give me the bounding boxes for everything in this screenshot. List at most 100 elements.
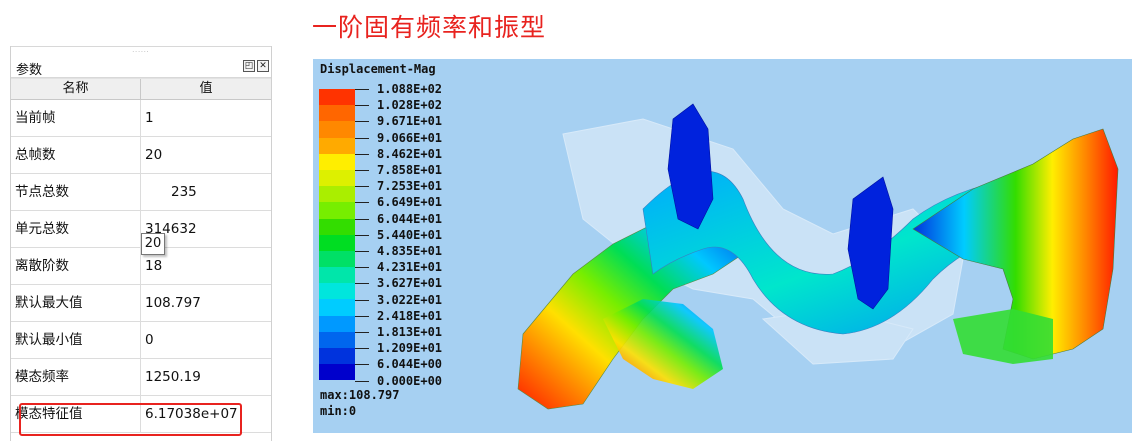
- column-header-name[interactable]: 名称: [11, 79, 141, 99]
- legend-tick: [355, 121, 369, 123]
- table-row[interactable]: 模态特征值 6.17038e+07: [11, 396, 271, 433]
- legend-tick: [355, 364, 369, 366]
- parameter-value[interactable]: 20: [145, 147, 163, 163]
- parameter-name: 单元总数: [11, 211, 141, 247]
- legend-label: 2.418E+01: [377, 308, 443, 323]
- legend-tick: [355, 89, 369, 90]
- legend-label: 4.231E+01: [377, 260, 443, 275]
- legend-tick: [355, 218, 369, 220]
- legend-swatch: [319, 218, 355, 235]
- table-row[interactable]: 总帧数 20: [11, 137, 271, 174]
- parameter-name: 模态频率: [11, 359, 141, 395]
- legend-label: 6.044E+01: [377, 211, 443, 226]
- min-value-text: min:0: [320, 404, 357, 418]
- parameter-value[interactable]: 235: [171, 184, 197, 200]
- parameter-value[interactable]: 1250.19: [145, 369, 201, 385]
- restore-icon[interactable]: ◰: [243, 60, 255, 72]
- parameter-name: 当前帧: [11, 100, 141, 136]
- legend-swatch: [319, 89, 355, 106]
- legend-label: 7.858E+01: [377, 163, 443, 177]
- table-row[interactable]: 节点总数 235: [11, 174, 271, 211]
- legend-swatch: [319, 348, 355, 365]
- legend-label: 3.022E+01: [377, 292, 443, 307]
- legend-label: 7.253E+01: [377, 179, 443, 194]
- legend-swatch: [319, 331, 355, 348]
- legend-swatch: [319, 364, 355, 381]
- parameter-name: 模态特征值: [11, 396, 141, 432]
- legend-swatch: [319, 186, 355, 203]
- parameter-value[interactable]: 108.797: [145, 295, 201, 311]
- legend-tick: [355, 234, 369, 236]
- max-value-text: max:108.797: [320, 388, 400, 402]
- legend-swatch: [319, 202, 355, 219]
- legend-tick: [355, 170, 369, 171]
- legend-label: 9.066E+01: [377, 130, 443, 145]
- panel-title: 参数: [16, 63, 43, 78]
- panel-header: 参数 ◰ ✕: [11, 57, 271, 78]
- deformed-model: [517, 103, 1119, 410]
- parameter-name: 默认最小值: [11, 322, 141, 358]
- result-viewport[interactable]: Displacement-Mag 1.088E+02 1.028E+02 9.671…: [313, 59, 1132, 433]
- table-row[interactable]: 当前帧 1: [11, 100, 271, 137]
- parameter-name: 节点总数: [11, 174, 141, 210]
- legend-swatch: [319, 283, 355, 300]
- legend-swatch: [319, 250, 355, 268]
- value-tooltip: 20: [141, 233, 165, 255]
- parameter-value[interactable]: 1: [145, 110, 154, 126]
- legend-swatch: [319, 299, 355, 316]
- close-icon[interactable]: ✕: [257, 60, 269, 72]
- legend-label: 3.627E+01: [377, 276, 443, 291]
- legend-swatch: [319, 169, 355, 187]
- legend-tick: [355, 251, 369, 252]
- legend-swatch: [319, 153, 355, 170]
- legend-label: 5.440E+01: [377, 227, 443, 242]
- legend-label: 8.462E+01: [377, 146, 443, 161]
- legend-label: 6.649E+01: [377, 195, 443, 210]
- panel-drag-grip[interactable]: ......: [11, 46, 271, 57]
- parameter-table: 当前帧 1 总帧数 20 节点总数 235 单元总数 314632 离散阶数 18 默认最大值 108…: [11, 100, 271, 433]
- legend-swatch: [319, 234, 355, 251]
- color-legend: [319, 89, 355, 381]
- parameter-value[interactable]: 0: [145, 332, 154, 348]
- parameter-name: 离散阶数: [11, 248, 141, 284]
- legend-label: 6.044E+00: [377, 357, 443, 372]
- legend-tick: [355, 283, 369, 285]
- table-row[interactable]: 默认最小值 0: [11, 322, 271, 359]
- legend-label: 9.671E+01: [377, 114, 443, 129]
- parameter-name: 默认最大值: [11, 285, 141, 321]
- column-header-value[interactable]: 值: [199, 81, 213, 96]
- legend-tick: [355, 186, 369, 188]
- legend-label: 1.088E+02: [377, 82, 443, 96]
- legend-tick: [355, 332, 369, 333]
- legend-swatch: [319, 137, 355, 154]
- legend-label: 4.835E+01: [377, 244, 443, 258]
- legend-label: 1.028E+02: [377, 98, 443, 113]
- parameter-name: 总帧数: [11, 137, 141, 173]
- legend-label: 1.209E+01: [377, 341, 443, 356]
- legend-tick: [355, 137, 369, 139]
- legend-tick: [355, 380, 369, 382]
- table-header: 名称 值: [11, 78, 271, 100]
- legend-swatch: [319, 121, 355, 138]
- slide-title: 一阶固有频率和振型: [312, 13, 547, 42]
- legend-tick: [355, 105, 369, 107]
- legend-label: 0.000E+00: [377, 373, 443, 388]
- legend-tick: [355, 267, 369, 269]
- legend-tick: [355, 348, 369, 350]
- legend-swatch: [319, 105, 355, 122]
- legend-swatch: [319, 267, 355, 284]
- legend-tick: [355, 202, 369, 204]
- legend-title: Displacement-Mag: [320, 62, 436, 76]
- legend-tick: [355, 153, 369, 155]
- parameter-value[interactable]: 18: [145, 258, 163, 274]
- table-row[interactable]: 模态频率 1250.19: [11, 359, 271, 396]
- parameter-value[interactable]: 6.17038e+07: [145, 406, 238, 422]
- legend-swatch: [319, 315, 355, 332]
- table-row[interactable]: 默认最大值 108.797: [11, 285, 271, 322]
- legend-tick: [355, 315, 369, 317]
- legend-tick: [355, 299, 369, 301]
- table-row[interactable]: 离散阶数 18: [11, 248, 271, 285]
- highlight-frame: [19, 403, 242, 436]
- parameter-panel: ...... 参数 ◰ ✕ 名称 值 当前帧 1 总帧数 20 节点总数 235 单元总数 3…: [10, 46, 272, 441]
- legend-label: 1.813E+01: [377, 325, 443, 339]
